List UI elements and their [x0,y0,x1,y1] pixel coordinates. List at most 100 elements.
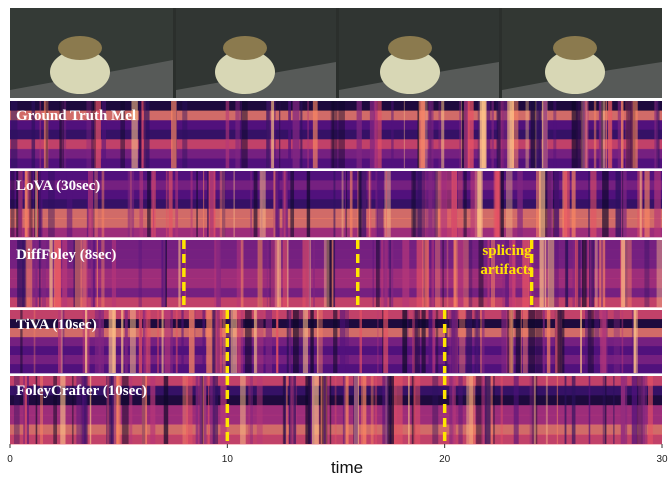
time-column [381,240,384,307]
time-column [354,376,359,444]
annotation: artifacts [480,262,533,278]
time-column [620,101,624,168]
time-column [302,310,309,373]
time-column [168,171,173,237]
time-column [490,240,496,307]
time-column [644,240,650,307]
time-column [475,310,479,373]
time-column [575,240,581,307]
x-tick-label: 30 [656,454,668,465]
time-column [308,240,312,307]
panel-label: FoleyCrafter (10sec) [16,383,147,399]
time-column [161,310,164,373]
time-column [435,310,439,373]
time-column [259,171,266,237]
time-column [593,101,597,168]
time-column [625,101,628,168]
time-column [511,101,519,168]
time-column [626,101,633,168]
time-column [417,171,422,237]
time-column [466,310,473,373]
time-column [326,240,332,307]
freq-band [10,385,662,396]
freq-band [10,414,662,426]
time-column [369,101,375,168]
time-column [620,376,628,444]
time-column [457,171,463,237]
time-column [534,101,538,168]
time-column [411,171,416,237]
time-column [453,240,459,307]
time-column [122,376,129,444]
time-column [273,101,276,168]
time-column [240,376,246,444]
time-column [273,171,276,237]
time-column [359,171,367,237]
time-column [32,240,38,307]
time-column [478,240,484,307]
time-column [124,310,128,373]
time-column [326,376,330,444]
time-column [212,376,219,444]
time-column [116,376,121,444]
time-column [248,376,251,444]
time-column [474,310,480,373]
time-column [440,171,448,237]
freq-band [10,208,662,219]
freq-band [10,249,662,260]
time-column [222,310,226,373]
time-column [600,240,604,307]
time-column [141,101,144,168]
freq-band [10,199,662,210]
time-column [520,310,522,373]
time-column [621,310,624,373]
time-column [216,240,221,307]
time-column [525,101,529,168]
time-column [376,171,384,237]
time-column [513,376,519,444]
time-column [60,376,66,444]
time-column [200,376,206,444]
time-column [334,376,337,444]
time-column [565,240,569,307]
time-column [412,310,418,373]
time-column [594,310,600,373]
time-column [382,376,389,444]
freq-band [10,101,662,112]
freq-band [10,376,662,387]
time-column [49,240,53,307]
time-column [71,376,74,444]
time-column [389,240,392,307]
time-column [182,101,188,168]
time-column [207,171,210,237]
time-column [391,101,394,168]
time-column [338,101,345,168]
time-column [631,310,636,373]
freq-band [10,240,662,251]
time-column [373,101,378,168]
time-column [127,171,135,237]
time-column [144,310,148,373]
time-column [639,171,642,237]
freq-band [10,395,662,406]
time-column [39,240,41,307]
time-column [370,376,374,444]
x-tick-label: 20 [439,454,451,465]
time-column [110,376,114,444]
time-column [434,171,438,237]
time-column [199,376,203,444]
time-column [536,101,541,168]
time-column [94,310,101,373]
time-column [120,101,126,168]
time-column [298,310,305,373]
time-column [613,376,615,444]
time-column [240,101,248,168]
time-column [163,376,169,444]
time-column [356,101,362,168]
time-column [493,171,500,237]
time-column [641,376,647,444]
time-column [457,240,464,307]
time-column [463,101,468,168]
time-column [452,376,456,444]
time-column [530,101,536,168]
